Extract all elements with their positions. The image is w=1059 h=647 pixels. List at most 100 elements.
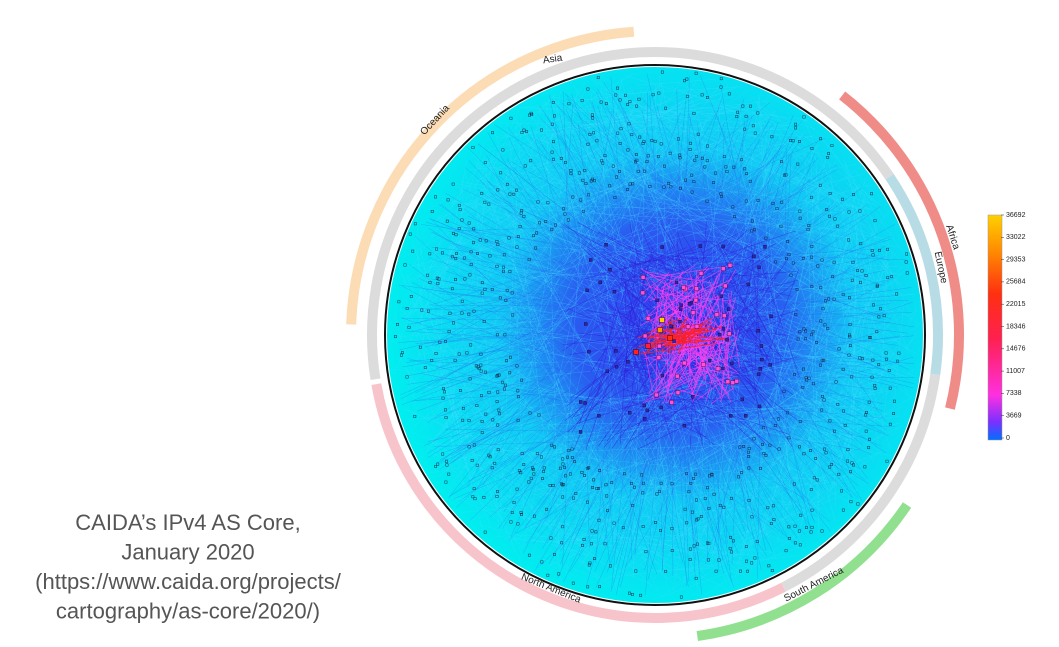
node <box>669 400 674 405</box>
edge <box>584 249 906 261</box>
node <box>786 240 790 243</box>
edge <box>468 215 620 292</box>
node <box>849 500 853 504</box>
node <box>508 371 512 375</box>
node <box>787 536 791 540</box>
node <box>729 496 733 500</box>
edge <box>598 231 704 282</box>
node <box>641 491 645 495</box>
edge <box>691 341 717 396</box>
edge <box>695 546 734 557</box>
node <box>731 539 735 543</box>
edge <box>448 221 727 232</box>
node <box>610 481 614 485</box>
node <box>553 552 556 556</box>
node <box>598 280 602 285</box>
node <box>550 150 554 154</box>
node <box>445 219 449 223</box>
node <box>828 192 832 195</box>
node <box>847 210 851 214</box>
node <box>674 280 679 285</box>
edge <box>630 310 676 327</box>
edge <box>413 148 767 427</box>
edge <box>684 269 723 291</box>
node <box>683 79 686 83</box>
node <box>444 408 447 412</box>
node <box>657 490 661 493</box>
node <box>450 287 454 291</box>
node <box>597 414 601 418</box>
node <box>508 355 512 359</box>
node <box>690 173 694 177</box>
color-tick-label: 14676 <box>1006 346 1026 353</box>
edge <box>663 285 915 328</box>
node <box>503 333 507 337</box>
edge <box>486 154 581 345</box>
node <box>802 452 806 456</box>
node <box>639 593 643 597</box>
node <box>706 541 709 545</box>
node <box>482 496 486 499</box>
edge <box>545 113 634 137</box>
node <box>588 132 592 136</box>
edge <box>641 268 701 307</box>
node <box>586 142 590 146</box>
edge <box>455 183 902 276</box>
node <box>747 447 751 450</box>
node <box>626 148 630 152</box>
edge <box>579 260 637 425</box>
node <box>675 390 681 395</box>
edge <box>881 386 888 437</box>
node <box>707 507 711 510</box>
node <box>756 328 760 333</box>
edge <box>721 342 729 395</box>
node <box>892 412 895 415</box>
edge <box>469 153 895 388</box>
node <box>596 76 600 79</box>
node <box>568 472 572 476</box>
edge <box>620 365 715 446</box>
edge <box>414 235 575 381</box>
edge <box>577 222 745 309</box>
node <box>685 77 689 81</box>
edge <box>525 321 680 545</box>
edge <box>704 528 808 596</box>
node <box>604 102 608 106</box>
node <box>738 445 742 449</box>
edge <box>591 160 816 332</box>
node <box>841 293 845 297</box>
node <box>522 463 526 466</box>
node <box>477 367 481 371</box>
node <box>427 309 430 313</box>
node <box>593 179 596 183</box>
edge <box>594 343 699 572</box>
edge <box>697 163 799 312</box>
edge <box>395 278 889 338</box>
node <box>642 169 646 173</box>
node <box>688 148 692 151</box>
node <box>782 173 786 177</box>
edge <box>404 146 524 320</box>
node <box>837 472 841 476</box>
edge <box>460 203 841 213</box>
node <box>657 343 662 349</box>
edge <box>556 105 688 226</box>
node <box>482 320 486 323</box>
node <box>875 283 879 287</box>
node <box>592 478 595 482</box>
edge <box>410 384 891 419</box>
node <box>678 153 682 157</box>
node <box>562 207 565 211</box>
edge <box>656 327 839 483</box>
edge <box>394 312 417 409</box>
edge <box>475 464 555 554</box>
node <box>510 291 514 295</box>
node <box>690 510 694 514</box>
node <box>573 460 577 464</box>
edge <box>486 201 659 592</box>
node <box>886 247 889 251</box>
edge <box>846 218 878 462</box>
node <box>618 142 622 145</box>
node <box>426 273 430 277</box>
edge <box>528 116 907 338</box>
